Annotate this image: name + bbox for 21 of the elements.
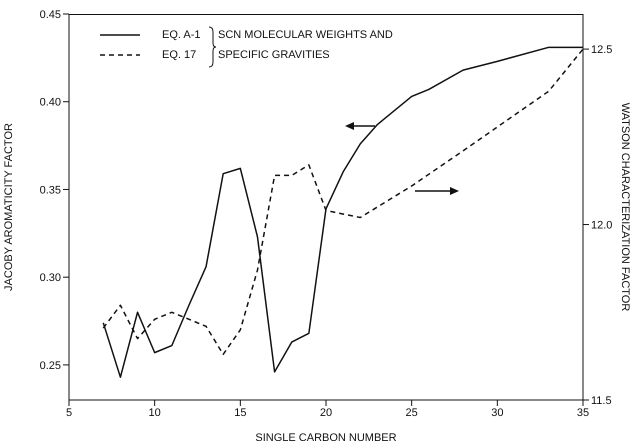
x-tick-label: 35 (576, 406, 590, 419)
annotation: SCN MOLECULAR WEIGHTS AND SPECIFIC GRAVITIES (218, 28, 394, 63)
x-axis-title: SINGLE CARBON NUMBER (255, 432, 397, 441)
y2-tick-label: 11.5 (591, 394, 612, 407)
y-tick-label: 0.30 (40, 272, 61, 284)
y-tick-label: 0.40 (40, 96, 61, 109)
y-axis-title: JACOBY AROMATICITY FACTOR (2, 123, 15, 291)
y-tick-label: 0.25 (40, 360, 61, 372)
y2-tick-label: 12.0 (591, 219, 612, 232)
x-tick-label: 10 (148, 406, 161, 419)
x-tick-label: 20 (320, 406, 332, 419)
y2-tick-label: 12.5 (591, 44, 612, 56)
x-tick-label: 30 (491, 406, 504, 419)
x-tick-label: 15 (234, 406, 246, 419)
x-tick-label: 5 (66, 406, 72, 419)
y-tick-label: 0.45 (40, 8, 61, 21)
x-tick-label: 25 (406, 406, 418, 419)
legend-label: EQ. 17 (162, 48, 196, 63)
legend-label: EQ. A-1 (162, 28, 201, 43)
y-tick-label: 0.35 (40, 184, 61, 196)
y2-axis-title: WATSON CHARACTERIZATION FACTOR (619, 102, 630, 312)
